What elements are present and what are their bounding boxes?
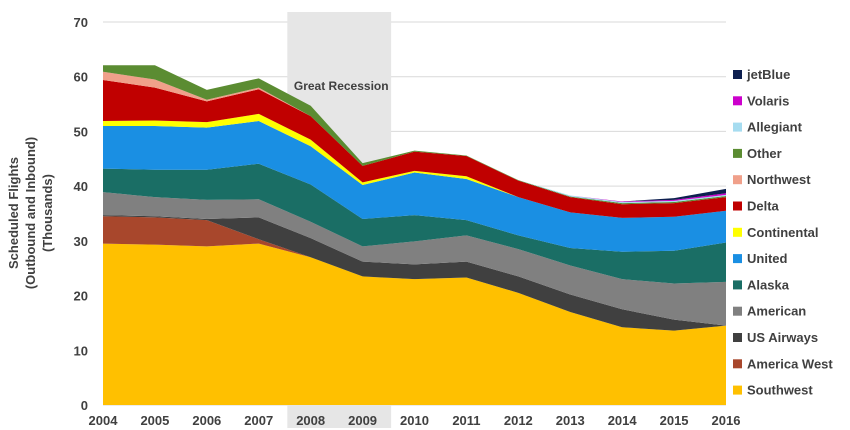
area-us-airways xyxy=(103,215,726,331)
x-tick-2004: 2004 xyxy=(89,413,119,428)
area-alaska xyxy=(103,163,726,284)
legend: jetBlue Volaris Allegiant Other Northwest Del… xyxy=(733,67,833,398)
legend-label-alaska: Alaska xyxy=(747,277,790,292)
x-tick-2012: 2012 xyxy=(504,413,533,428)
legend-label-southwest: Southwest xyxy=(747,383,813,398)
y-tick-60: 60 xyxy=(74,70,88,85)
legend-label-allegiant: Allegiant xyxy=(747,120,803,135)
area-continental xyxy=(103,113,726,218)
x-tick-2013: 2013 xyxy=(556,413,585,428)
area-series xyxy=(103,65,726,405)
y-tick-50: 50 xyxy=(74,124,88,139)
legend-label-northwest: Northwest xyxy=(747,172,811,187)
x-tick-2006: 2006 xyxy=(192,413,221,428)
y-tick-0: 0 xyxy=(81,398,88,413)
legend-swatch-northwest xyxy=(733,175,742,185)
x-tick-2016: 2016 xyxy=(712,413,741,428)
y-axis-label-line3: (Thousands) xyxy=(40,174,55,252)
x-tick-2008: 2008 xyxy=(296,413,325,428)
legend-label-american: American xyxy=(747,304,806,319)
legend-label-delta: Delta xyxy=(747,199,780,214)
y-tick-30: 30 xyxy=(74,234,88,249)
x-tick-2011: 2011 xyxy=(452,413,480,428)
legend-label-other: Other xyxy=(747,146,782,161)
area-southwest xyxy=(103,243,726,405)
legend-swatch-delta xyxy=(733,201,742,211)
y-tick-40: 40 xyxy=(74,179,88,194)
y-axis-ticks: 0 10 20 30 40 50 60 70 xyxy=(74,15,88,413)
x-tick-2007: 2007 xyxy=(244,413,273,428)
legend-label-us-airways: US Airways xyxy=(747,330,818,345)
legend-swatch-volaris xyxy=(733,96,742,106)
great-recession-label: Great Recession xyxy=(294,79,389,93)
legend-swatch-united xyxy=(733,254,742,264)
y-tick-70: 70 xyxy=(74,15,88,30)
legend-swatch-southwest xyxy=(733,385,742,395)
y-axis-label: Scheduled Flights (Outbound and Inbound)… xyxy=(6,137,55,289)
legend-swatch-jetblue xyxy=(733,70,742,79)
x-tick-2014: 2014 xyxy=(608,413,638,428)
x-tick-2009: 2009 xyxy=(348,413,377,428)
y-axis-label-line2: (Outbound and Inbound) xyxy=(23,137,38,289)
x-tick-2005: 2005 xyxy=(140,413,169,428)
legend-swatch-continental xyxy=(733,227,742,237)
legend-label-america-west: America West xyxy=(747,356,833,371)
legend-label-continental: Continental xyxy=(747,225,819,240)
legend-swatch-us-airways xyxy=(733,333,742,342)
y-axis-label-line1: Scheduled Flights xyxy=(6,157,21,269)
legend-swatch-american xyxy=(733,306,742,316)
y-tick-20: 20 xyxy=(74,289,88,304)
legend-swatch-allegiant xyxy=(733,122,742,132)
legend-swatch-other xyxy=(733,148,742,158)
x-tick-2015: 2015 xyxy=(660,413,689,428)
legend-swatch-alaska xyxy=(733,280,742,290)
legend-swatch-america-west xyxy=(733,359,742,369)
area-northwest xyxy=(103,71,726,205)
area-american xyxy=(103,192,726,326)
x-tick-2010: 2010 xyxy=(400,413,429,428)
legend-label-volaris: Volaris xyxy=(747,93,789,108)
legend-label-jetblue: jetBlue xyxy=(746,67,790,82)
area-united xyxy=(103,121,726,252)
area-other xyxy=(103,65,726,205)
area-america-west xyxy=(103,216,726,331)
legend-label-united: United xyxy=(747,251,788,266)
x-axis-ticks: 2004 2005 2006 2007 2008 2009 2010 2011 2012 2013… xyxy=(89,413,741,428)
area-delta xyxy=(103,79,726,218)
y-tick-10: 10 xyxy=(74,343,88,358)
